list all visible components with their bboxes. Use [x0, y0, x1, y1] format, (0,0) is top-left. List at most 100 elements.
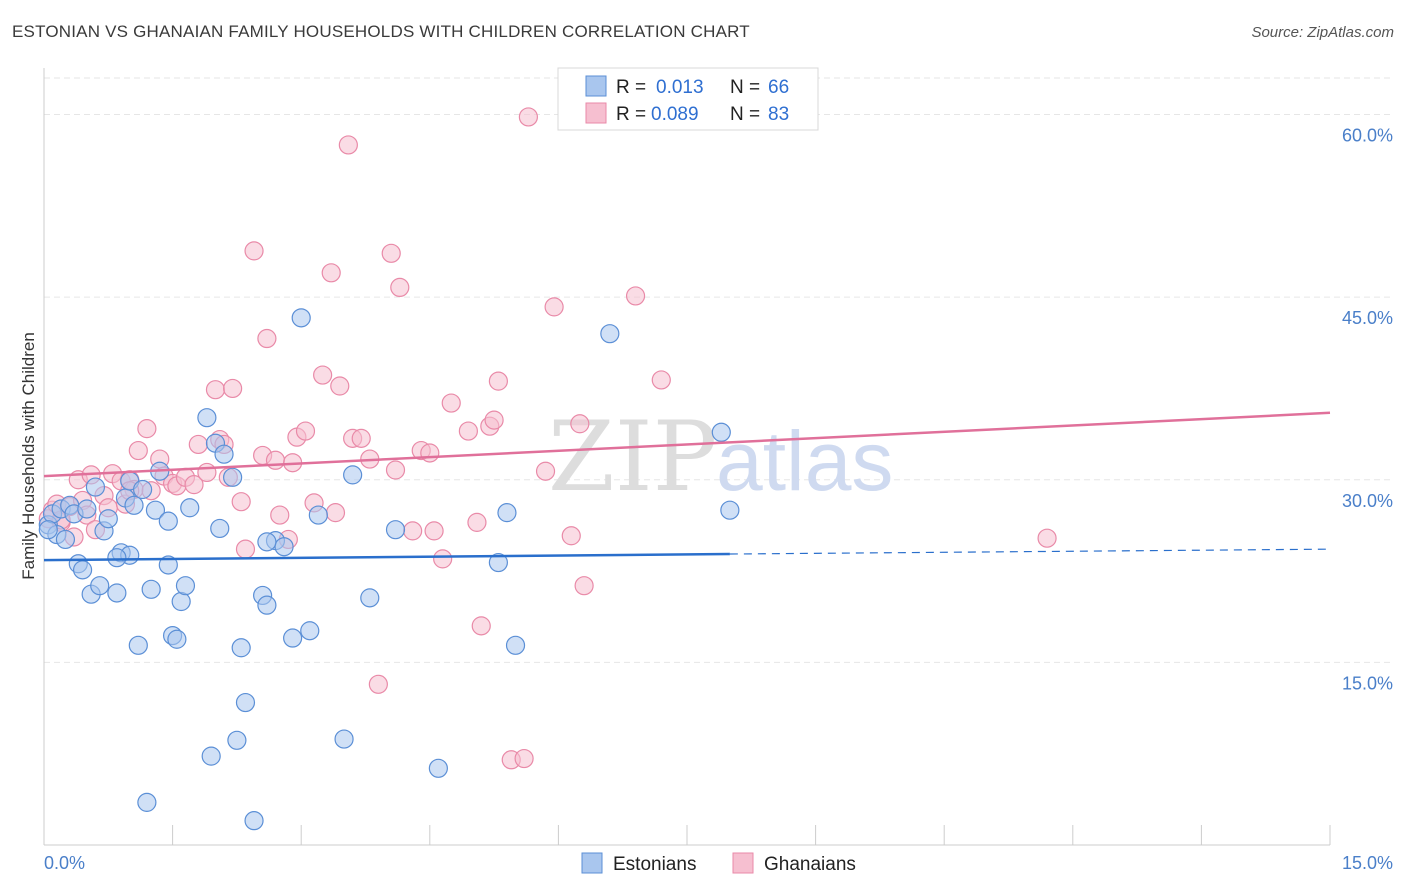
legend-n-value-1: 66 [768, 77, 789, 98]
estonian-point [201, 746, 221, 766]
legend-n-value-2: 83 [768, 104, 789, 125]
ghanaian-point [1037, 528, 1057, 548]
estonian-point [505, 635, 526, 655]
estonian-point [244, 811, 264, 831]
ghanaian-point [544, 297, 564, 317]
legend-swatch-ghanaians [585, 102, 607, 124]
estonian-point [98, 509, 118, 529]
ghanaian-point [441, 393, 461, 413]
ghanaian-point [424, 521, 444, 541]
estonian-point [38, 520, 58, 540]
estonian-point [175, 576, 196, 596]
estonian-point [600, 324, 620, 344]
estonian-point [90, 576, 110, 596]
estonian-point [488, 552, 508, 573]
estonian-point [227, 730, 247, 750]
ghanaian-point [235, 539, 256, 559]
estonian-point [72, 560, 93, 580]
bottom-legend-ghanaians: Ghanaians [764, 854, 856, 875]
ghanaian-point [390, 277, 410, 298]
y-tick-label: 60.0% [1342, 126, 1393, 146]
ghanaian-point [385, 460, 406, 480]
ghanaian-point [574, 576, 594, 596]
series-legend: Estonians Ghanaians [581, 852, 856, 875]
estonian-point [300, 621, 320, 641]
estonian-point [77, 499, 97, 519]
x-tick-label-max: 15.0% [1342, 853, 1393, 873]
ghanaian-point [420, 443, 440, 463]
estonian-point [158, 555, 178, 575]
ghanaian-point [651, 370, 671, 390]
ghanaian-point [433, 549, 453, 569]
source-label: Source: ZipAtlas.com [1251, 24, 1394, 41]
ghanaian-point [295, 421, 316, 441]
estonian-point [711, 422, 731, 442]
ghanaian-point [535, 461, 556, 481]
estonian-trend-line [43, 552, 730, 562]
estonian-point [231, 638, 251, 658]
estonian-point [360, 588, 380, 608]
ghanaian-point [403, 521, 423, 541]
ghanaian-point [330, 376, 350, 396]
legend-r-label-2: R = [616, 104, 646, 125]
legend-n-label-2: N = [730, 104, 760, 125]
estonian-point [132, 479, 153, 500]
ghanaian-point [244, 241, 264, 261]
trend-lines [43, 411, 1331, 562]
estonian-point [124, 495, 144, 515]
estonian-point [85, 477, 106, 497]
estonian-point [55, 529, 76, 550]
grid-lines [44, 77, 1392, 663]
axes [43, 68, 1331, 846]
ghanaian-point [518, 107, 538, 127]
bottom-legend-swatch-estonians [581, 852, 603, 874]
ghanaian-point [321, 263, 341, 283]
estonian-point [210, 518, 230, 539]
estonian-trend-extension [729, 548, 1331, 555]
estonian-point [283, 628, 303, 648]
estonian-point [343, 465, 363, 485]
correlation-legend: R = 0.013 N = 66 R = 0.089 N = 83 [557, 67, 819, 131]
y-tick-label: 45.0% [1342, 308, 1393, 328]
estonian-point [214, 444, 234, 464]
estonian-point [385, 520, 406, 540]
ghanaian-point [381, 243, 401, 263]
estonian-point [171, 591, 191, 612]
estonian-point [720, 500, 740, 520]
ghanaian-point [570, 414, 590, 434]
legend-r-label-1: R = [616, 77, 646, 98]
ghanaian-point [625, 286, 646, 306]
y-tick-label: 30.0% [1342, 491, 1393, 511]
bottom-legend-estonians: Estonians [613, 854, 696, 875]
ghanaian-point [188, 434, 208, 455]
estonian-point [141, 579, 161, 599]
estonian-point [223, 467, 243, 487]
y-tick-label: 15.0% [1342, 673, 1393, 693]
estonian-point [145, 500, 166, 520]
estonian-point [197, 408, 217, 428]
ghanaian-trend-line [43, 411, 1331, 478]
ghanaian-point [484, 410, 504, 430]
estonian-points [38, 308, 740, 831]
ghanaian-point [514, 748, 534, 769]
chart-title: ESTONIAN VS GHANAIAN FAMILY HOUSEHOLDS W… [12, 22, 750, 41]
ghanaian-point [137, 419, 157, 439]
legend-n-label-1: N = [730, 77, 760, 98]
legend-r-value-2: 0.089 [651, 104, 699, 125]
estonian-point [167, 629, 187, 649]
ghanaian-point [458, 421, 478, 441]
ghanaian-point [325, 503, 346, 523]
legend-swatch-estonians [585, 75, 607, 97]
estonian-point [235, 692, 256, 713]
estonian-point [274, 537, 294, 557]
estonian-point [291, 308, 311, 328]
ghanaian-point [184, 475, 204, 495]
ghanaian-point [338, 135, 358, 155]
ghanaian-point [467, 512, 487, 532]
ghanaian-point [197, 462, 217, 483]
ghanaian-point [231, 492, 251, 512]
ghanaian-point [270, 505, 290, 525]
estonian-point [428, 758, 448, 778]
x-tick-label-min: 0.0% [44, 853, 85, 873]
estonian-point [107, 548, 127, 568]
